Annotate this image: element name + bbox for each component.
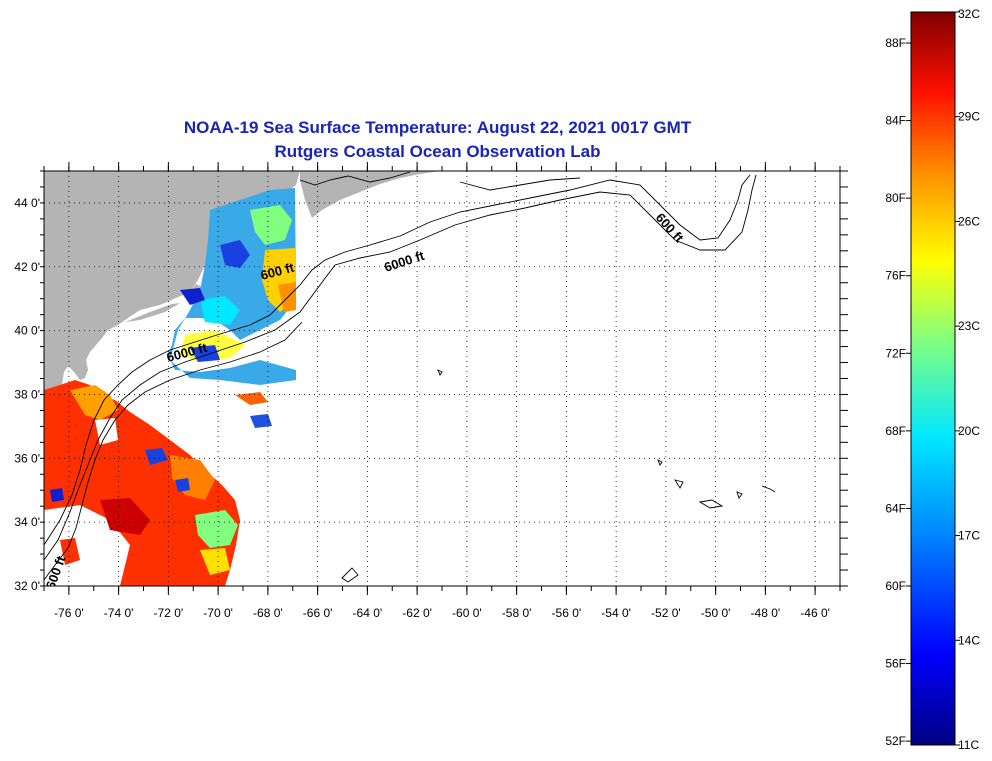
colorbar-label-celsius: 14C [958, 633, 980, 647]
map-subtitle: Rutgers Coastal Ocean Observation Lab [274, 142, 601, 161]
lon-label: -68 0' [253, 606, 283, 620]
map-tick-marks [40, 162, 848, 595]
colorbar-label-fahrenheit: 72F [885, 346, 906, 360]
land-mass [44, 171, 300, 500]
sst-data-north [168, 188, 296, 428]
colorbar-label-celsius: 32C [958, 7, 980, 21]
lon-label: -48 0' [751, 606, 781, 620]
colorbar-label-celsius: 23C [958, 319, 980, 333]
lat-label: 42 0' [14, 260, 40, 274]
lon-label: -60 0' [452, 606, 482, 620]
lon-label: -50 0' [701, 606, 731, 620]
lon-label: -66 0' [303, 606, 333, 620]
colorbar-fahrenheit-labels: 88F 84F 80F 76F 72F 68F 64F 60F 56F 52F [885, 36, 906, 748]
colorbar-label-fahrenheit: 84F [885, 114, 906, 128]
lat-label: 38 0' [14, 387, 40, 401]
colorbar-label-fahrenheit: 76F [885, 269, 906, 283]
land-long-island [125, 303, 180, 322]
lat-label: 32 0' [14, 579, 40, 593]
colorbar-ticks [906, 11, 960, 746]
lon-label: -62 0' [402, 606, 432, 620]
colorbar-label-fahrenheit: 60F [885, 579, 906, 593]
colorbar-label-fahrenheit: 64F [885, 501, 906, 515]
lon-label: -56 0' [552, 606, 582, 620]
contour-label-600ft-east: 600 ft [653, 210, 687, 246]
colorbar-label-celsius: 20C [958, 424, 980, 438]
colorbar-label-fahrenheit: 56F [885, 657, 906, 671]
colorbar-label-fahrenheit: 80F [885, 191, 906, 205]
colorbar-celsius-labels: 32C 29C 26C 23C 20C 17C 14C 11C [958, 7, 980, 752]
lon-label: -70 0' [203, 606, 233, 620]
land-nova-scotia [300, 171, 440, 218]
lat-label: 34 0' [14, 515, 40, 529]
lon-label: -54 0' [601, 606, 631, 620]
lon-label: -46 0' [800, 606, 830, 620]
bathymetry-contours [44, 171, 776, 583]
colorbar-label-celsius: 11C [958, 738, 979, 752]
lon-label: -76 0' [54, 606, 84, 620]
colorbar-label-celsius: 29C [958, 110, 980, 124]
colorbar-label-fahrenheit: 52F [885, 734, 906, 748]
lat-label: 44 0' [14, 196, 40, 210]
lon-label: -58 0' [502, 606, 532, 620]
contour-label-6000ft-north: 6000 ft [382, 248, 426, 275]
sst-data-south [44, 380, 240, 586]
colorbar [910, 11, 956, 746]
colorbar-label-fahrenheit: 68F [885, 424, 906, 438]
lon-label: -72 0' [154, 606, 184, 620]
lat-label: 40 0' [14, 324, 40, 338]
colorbar-label-fahrenheit: 88F [885, 36, 906, 50]
colorbar-label-celsius: 17C [958, 529, 980, 543]
longitude-labels: -76 0' -74 0' -72 0' -70 0' -68 0' -66 0' -64 … [54, 606, 830, 620]
map-grid [44, 171, 840, 586]
lat-label: 36 0' [14, 451, 40, 465]
map-title: NOAA-19 Sea Surface Temperature: August … [183, 118, 692, 137]
colorbar-label-celsius: 26C [958, 214, 980, 228]
lon-label: -74 0' [104, 606, 134, 620]
lon-label: -52 0' [651, 606, 681, 620]
lon-label: -64 0' [353, 606, 383, 620]
latitude-labels: 44 0' 42 0' 40 0' 38 0' 36 0' 34 0' 32 0' [14, 196, 40, 593]
